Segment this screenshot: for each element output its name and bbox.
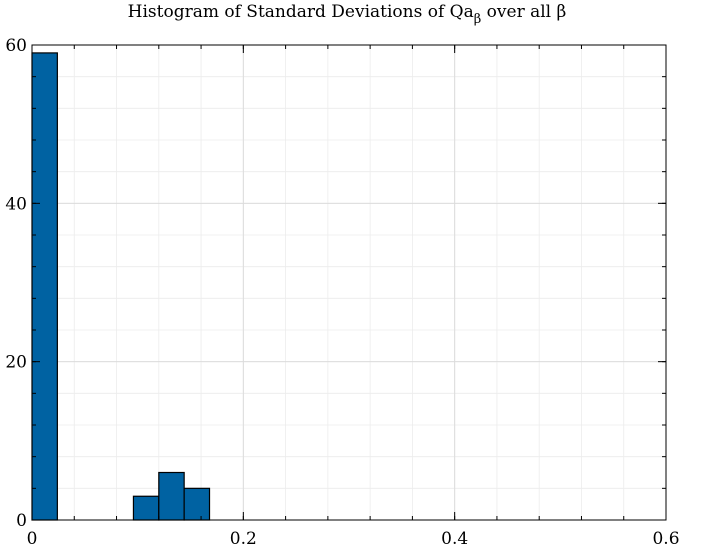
x-tick-label: 0.2 (230, 529, 257, 549)
axes-box (31, 44, 667, 521)
grid (31, 44, 667, 521)
y-tick-label: 60 (5, 36, 27, 56)
histogram-bar-4 (183, 487, 211, 521)
histogram-bar-3 (158, 471, 185, 521)
histogram-bar-1 (31, 52, 58, 521)
axes (31, 44, 667, 521)
x-tick-label: 0.6 (652, 529, 679, 549)
tick-labels: 0 0.2 0.4 0.6 0 20 40 60 (5, 36, 679, 549)
bars (31, 52, 211, 521)
chart-title: Histogram of Standard Deviations of Qaβ … (128, 2, 567, 27)
y-tick-label: 40 (5, 194, 27, 214)
x-tick-label: 0 (27, 529, 38, 549)
histogram-bar-2 (132, 495, 160, 521)
chart-title-suffix: over all β (481, 2, 566, 22)
y-tick-label: 20 (5, 353, 27, 373)
y-tick-label: 0 (16, 511, 27, 531)
x-tick-label: 0.4 (441, 529, 468, 549)
chart-title-subscript: β (474, 12, 482, 27)
chart-title-main: Histogram of Standard Deviations of Qa (128, 2, 474, 22)
